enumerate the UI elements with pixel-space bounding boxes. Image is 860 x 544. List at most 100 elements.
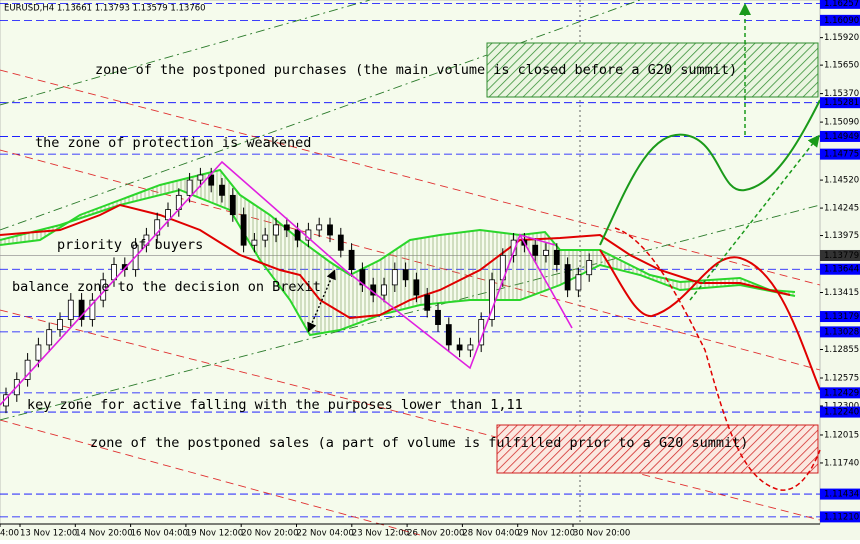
level-tag <box>820 148 860 160</box>
price-axis: 1.15920 1.15650 1.15370 1.15090 1.14520 1.142… <box>820 0 860 523</box>
range-arrow <box>307 269 336 333</box>
level-label: 1.15281 <box>824 98 859 108</box>
y-tick-label: 1.13415 <box>824 288 859 298</box>
cloud-upper <box>0 168 796 293</box>
candle-body <box>294 229 301 241</box>
candle-body <box>543 249 549 256</box>
level-tag <box>820 97 860 109</box>
x-tick-label: 23 Nov 12:00 <box>352 529 409 539</box>
level-tag <box>820 406 860 418</box>
level-tag <box>820 14 860 26</box>
candle-body <box>283 224 290 231</box>
buy-zone <box>486 42 819 98</box>
zigzag <box>0 160 573 406</box>
annotations: zone of the postponed purchases (the mai… <box>12 62 748 451</box>
x-tick-label: 4:00 <box>0 529 19 539</box>
candle-body <box>413 279 420 296</box>
candle-body <box>165 209 171 221</box>
y-tick-label: 1.12855 <box>824 345 859 355</box>
candle-body <box>24 359 31 380</box>
annotation: the zone of protection is weakened <box>35 135 311 151</box>
y-tick-label: 1.15920 <box>824 33 859 43</box>
candle-body <box>57 319 63 331</box>
x-tick-label: 19 Nov 12:00 <box>186 529 243 539</box>
candle-body <box>186 179 193 196</box>
level-label: 1.16090 <box>824 16 859 26</box>
annotation: key zone for active falling with the pur… <box>27 397 523 413</box>
x-tick-label: 30 Nov 20:00 <box>573 529 630 539</box>
annotation: zone of the postponed purchases (the mai… <box>95 62 737 78</box>
candle-body <box>575 274 582 291</box>
candle-body <box>391 269 398 286</box>
candle-body <box>564 264 571 291</box>
sell-zone <box>496 424 819 474</box>
annotation: priority of buyers <box>57 237 203 253</box>
candle-body <box>337 234 344 251</box>
candle-body <box>78 299 85 320</box>
candle-body <box>316 224 323 231</box>
level-label: 1.11434 <box>824 490 859 500</box>
y-tick-label: 1.12575 <box>824 373 859 383</box>
candle-body <box>327 224 333 236</box>
y-tick-label: 1.12300 <box>824 401 859 411</box>
candle-body <box>229 194 236 216</box>
x-tick-label: 29 Nov 12:00 <box>518 529 575 539</box>
current-price-label: 1.13779 <box>824 251 859 261</box>
level-tag <box>820 488 860 500</box>
level-label: 1.11210 <box>824 512 859 522</box>
y-tick-label: 1.14245 <box>824 204 859 214</box>
candle-body <box>67 299 74 320</box>
x-tick-label: 14 Nov 20:00 <box>75 529 132 539</box>
y-tick-label: 1.12015 <box>824 430 859 440</box>
level-label: 1.14949 <box>824 132 859 142</box>
y-tick-label: 1.15650 <box>824 61 859 71</box>
annotation: balance zone to the decision on Brexit <box>12 279 321 295</box>
candle-body <box>348 249 355 271</box>
level-tag <box>820 311 860 323</box>
y-tick-label: 1.11740 <box>824 458 859 468</box>
chart-title: EURUSD,H4 1.13661 1.13793 1.13579 1.1376… <box>4 4 206 14</box>
candle-body <box>240 214 247 246</box>
level-label: 1.12240 <box>824 408 859 418</box>
candle-body <box>489 279 495 320</box>
x-tick-label: 22 Nov 04:00 <box>297 529 354 539</box>
candle-body <box>273 224 279 236</box>
level-label: 1.14775 <box>824 150 859 160</box>
base-line <box>0 203 791 320</box>
x-tick-label: 20 Nov 20:00 <box>241 529 298 539</box>
candle-body <box>89 299 96 320</box>
level-label: 1.13179 <box>824 312 859 322</box>
level-label: 1.13644 <box>824 265 859 275</box>
candle-body <box>456 344 463 351</box>
bear-alt-projection <box>614 227 821 491</box>
y-tick-label: 1.15370 <box>824 89 859 99</box>
candle-body <box>424 294 431 311</box>
level-tag <box>820 387 860 399</box>
candle-body <box>467 344 474 351</box>
candle-body <box>553 249 560 265</box>
x-tick-label: 26 Nov 20:00 <box>407 529 464 539</box>
candle-body <box>586 260 593 276</box>
level-label: 1.16257 <box>824 0 859 9</box>
candle-body <box>262 234 269 241</box>
candle-body <box>510 239 517 256</box>
candle-body <box>121 264 128 271</box>
candle-body <box>251 239 258 246</box>
level-label: 1.12429 <box>824 388 859 398</box>
cloud-fill <box>0 170 795 335</box>
candle-body <box>197 174 204 181</box>
bull-projection <box>599 99 821 246</box>
candles <box>3 167 593 414</box>
x-tick-label: 28 Nov 04:00 <box>462 529 519 539</box>
candle-body <box>154 219 161 236</box>
level-tag <box>820 326 860 338</box>
bear-projection <box>599 249 821 391</box>
candle-body <box>402 269 409 281</box>
level-tag <box>820 130 860 142</box>
y-tick-label: 1.13975 <box>824 231 859 241</box>
level-tag <box>820 0 860 9</box>
y-tick-label: 1.15090 <box>824 118 859 128</box>
x-tick-label: 16 Nov 04:00 <box>131 529 188 539</box>
